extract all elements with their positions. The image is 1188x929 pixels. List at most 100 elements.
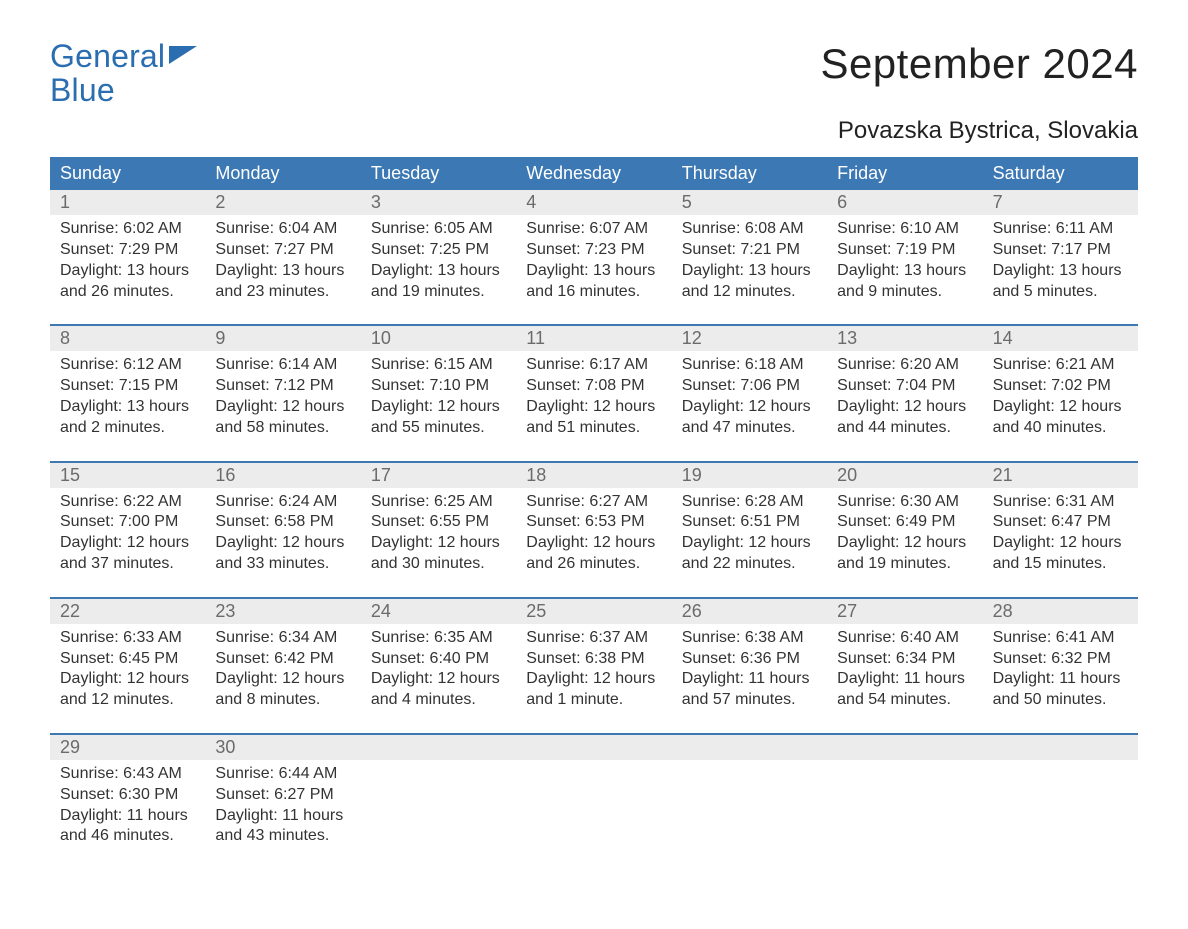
day-dl2: and 8 minutes. [215, 690, 350, 711]
day-number: 25 [516, 599, 671, 624]
day-sunrise: Sunrise: 6:41 AM [993, 628, 1128, 649]
day-dl2: and 46 minutes. [60, 826, 195, 847]
day-sunset: Sunset: 7:04 PM [837, 376, 972, 397]
day-body: Sunrise: 6:24 AMSunset: 6:58 PMDaylight:… [205, 488, 360, 575]
day-sunset: Sunset: 7:08 PM [526, 376, 661, 397]
day-dl1: Daylight: 13 hours [60, 397, 195, 418]
day-dl2: and 4 minutes. [371, 690, 506, 711]
day-dl1: Daylight: 13 hours [837, 261, 972, 282]
day-dl1: Daylight: 11 hours [215, 806, 350, 827]
day-dl2: and 47 minutes. [682, 418, 817, 439]
day-sunrise: Sunrise: 6:14 AM [215, 355, 350, 376]
calendar-day [983, 735, 1138, 869]
day-dl1: Daylight: 12 hours [371, 533, 506, 554]
day-dl2: and 2 minutes. [60, 418, 195, 439]
dow-tuesday: Tuesday [361, 157, 516, 190]
day-number: 9 [205, 326, 360, 351]
calendar-day: 11Sunrise: 6:17 AMSunset: 7:08 PMDayligh… [516, 326, 671, 460]
day-sunrise: Sunrise: 6:33 AM [60, 628, 195, 649]
day-number-empty [983, 735, 1138, 760]
day-dl1: Daylight: 12 hours [837, 397, 972, 418]
calendar-day: 9Sunrise: 6:14 AMSunset: 7:12 PMDaylight… [205, 326, 360, 460]
day-number: 28 [983, 599, 1138, 624]
day-dl2: and 12 minutes. [60, 690, 195, 711]
day-number: 29 [50, 735, 205, 760]
day-dl2: and 37 minutes. [60, 554, 195, 575]
day-sunrise: Sunrise: 6:24 AM [215, 492, 350, 513]
calendar-week: 22Sunrise: 6:33 AMSunset: 6:45 PMDayligh… [50, 597, 1138, 733]
day-body: Sunrise: 6:17 AMSunset: 7:08 PMDaylight:… [516, 351, 671, 438]
day-dl1: Daylight: 13 hours [526, 261, 661, 282]
day-body: Sunrise: 6:04 AMSunset: 7:27 PMDaylight:… [205, 215, 360, 302]
day-number: 18 [516, 463, 671, 488]
day-sunrise: Sunrise: 6:04 AM [215, 219, 350, 240]
day-number: 30 [205, 735, 360, 760]
day-sunset: Sunset: 6:49 PM [837, 512, 972, 533]
day-dl1: Daylight: 13 hours [215, 261, 350, 282]
day-sunrise: Sunrise: 6:18 AM [682, 355, 817, 376]
day-dl2: and 54 minutes. [837, 690, 972, 711]
day-dl1: Daylight: 12 hours [215, 397, 350, 418]
day-sunrise: Sunrise: 6:05 AM [371, 219, 506, 240]
day-sunrise: Sunrise: 6:08 AM [682, 219, 817, 240]
day-sunrise: Sunrise: 6:38 AM [682, 628, 817, 649]
day-sunset: Sunset: 6:38 PM [526, 649, 661, 670]
day-dl1: Daylight: 12 hours [837, 533, 972, 554]
calendar-day: 12Sunrise: 6:18 AMSunset: 7:06 PMDayligh… [672, 326, 827, 460]
day-dl1: Daylight: 12 hours [215, 669, 350, 690]
day-dl1: Daylight: 13 hours [60, 261, 195, 282]
logo-text: General Blue [50, 40, 165, 107]
day-body: Sunrise: 6:41 AMSunset: 6:32 PMDaylight:… [983, 624, 1138, 711]
day-number: 20 [827, 463, 982, 488]
day-sunset: Sunset: 7:25 PM [371, 240, 506, 261]
day-sunset: Sunset: 6:36 PM [682, 649, 817, 670]
day-number: 15 [50, 463, 205, 488]
day-dl1: Daylight: 12 hours [993, 397, 1128, 418]
calendar-week: 1Sunrise: 6:02 AMSunset: 7:29 PMDaylight… [50, 190, 1138, 324]
day-body: Sunrise: 6:43 AMSunset: 6:30 PMDaylight:… [50, 760, 205, 847]
day-sunset: Sunset: 7:10 PM [371, 376, 506, 397]
day-sunrise: Sunrise: 6:37 AM [526, 628, 661, 649]
day-number: 26 [672, 599, 827, 624]
calendar-day: 25Sunrise: 6:37 AMSunset: 6:38 PMDayligh… [516, 599, 671, 733]
calendar-day: 17Sunrise: 6:25 AMSunset: 6:55 PMDayligh… [361, 463, 516, 597]
calendar-week: 29Sunrise: 6:43 AMSunset: 6:30 PMDayligh… [50, 733, 1138, 869]
day-sunrise: Sunrise: 6:12 AM [60, 355, 195, 376]
day-dl1: Daylight: 11 hours [682, 669, 817, 690]
day-sunrise: Sunrise: 6:20 AM [837, 355, 972, 376]
calendar-day: 29Sunrise: 6:43 AMSunset: 6:30 PMDayligh… [50, 735, 205, 869]
dow-monday: Monday [205, 157, 360, 190]
day-number: 14 [983, 326, 1138, 351]
calendar-week: 8Sunrise: 6:12 AMSunset: 7:15 PMDaylight… [50, 324, 1138, 460]
day-body: Sunrise: 6:38 AMSunset: 6:36 PMDaylight:… [672, 624, 827, 711]
day-body: Sunrise: 6:21 AMSunset: 7:02 PMDaylight:… [983, 351, 1138, 438]
day-sunrise: Sunrise: 6:02 AM [60, 219, 195, 240]
day-sunrise: Sunrise: 6:22 AM [60, 492, 195, 513]
day-number-empty [672, 735, 827, 760]
calendar-day: 3Sunrise: 6:05 AMSunset: 7:25 PMDaylight… [361, 190, 516, 324]
day-dl1: Daylight: 13 hours [993, 261, 1128, 282]
day-body: Sunrise: 6:31 AMSunset: 6:47 PMDaylight:… [983, 488, 1138, 575]
day-sunset: Sunset: 6:55 PM [371, 512, 506, 533]
day-number: 1 [50, 190, 205, 215]
calendar-day: 16Sunrise: 6:24 AMSunset: 6:58 PMDayligh… [205, 463, 360, 597]
day-sunset: Sunset: 7:15 PM [60, 376, 195, 397]
calendar-day: 10Sunrise: 6:15 AMSunset: 7:10 PMDayligh… [361, 326, 516, 460]
day-number: 22 [50, 599, 205, 624]
day-sunrise: Sunrise: 6:43 AM [60, 764, 195, 785]
day-number: 5 [672, 190, 827, 215]
day-number: 7 [983, 190, 1138, 215]
day-dl1: Daylight: 12 hours [526, 397, 661, 418]
days-of-week-header: Sunday Monday Tuesday Wednesday Thursday… [50, 157, 1138, 190]
day-sunrise: Sunrise: 6:10 AM [837, 219, 972, 240]
calendar-day: 28Sunrise: 6:41 AMSunset: 6:32 PMDayligh… [983, 599, 1138, 733]
day-sunset: Sunset: 7:00 PM [60, 512, 195, 533]
day-number: 8 [50, 326, 205, 351]
day-number: 27 [827, 599, 982, 624]
calendar-day: 21Sunrise: 6:31 AMSunset: 6:47 PMDayligh… [983, 463, 1138, 597]
day-dl2: and 19 minutes. [837, 554, 972, 575]
day-body: Sunrise: 6:02 AMSunset: 7:29 PMDaylight:… [50, 215, 205, 302]
day-body: Sunrise: 6:12 AMSunset: 7:15 PMDaylight:… [50, 351, 205, 438]
calendar-day [672, 735, 827, 869]
calendar-day: 23Sunrise: 6:34 AMSunset: 6:42 PMDayligh… [205, 599, 360, 733]
